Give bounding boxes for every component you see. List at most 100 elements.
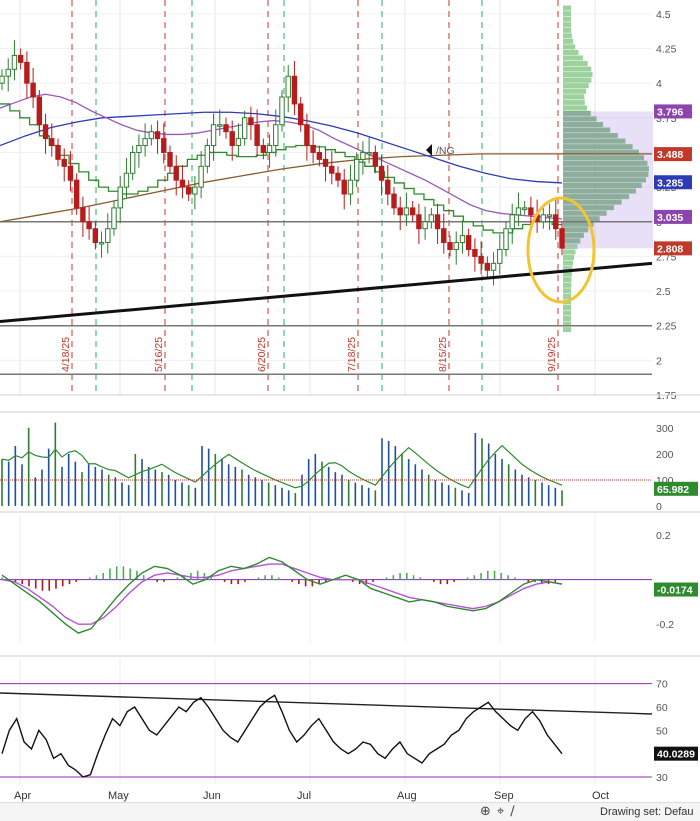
- chart-svg[interactable]: 4.54.2543.753.53.2532.752.52.2521.754/18…: [0, 0, 700, 802]
- price-badge: [654, 147, 692, 162]
- support-trendline: [0, 261, 653, 324]
- candle-body: [372, 151, 379, 167]
- candle-body: [397, 207, 403, 216]
- volume-profile-bar: [563, 22, 572, 28]
- candlesticks: [0, 40, 565, 286]
- candle-body: [528, 207, 534, 216]
- candle-body: [335, 172, 341, 181]
- tool-icons[interactable]: ⊕⌖∕: [480, 804, 521, 819]
- volume-profile-bar: [563, 271, 572, 277]
- volume-profile: [563, 5, 649, 333]
- price-tick-label: 2.5: [656, 286, 671, 298]
- footer-toolbar: ⊕⌖∕ Drawing set: Defau: [0, 802, 700, 821]
- volume-profile-bar: [563, 105, 588, 111]
- candle-body: [521, 207, 528, 210]
- candle-body: [167, 151, 173, 167]
- candle-body: [266, 145, 273, 153]
- month-axis-label: Jul: [297, 790, 311, 802]
- expiration-date-label: 8/15/25: [437, 337, 449, 372]
- macd-histogram: [1, 566, 557, 591]
- candle-body: [453, 242, 459, 250]
- candle-body: [61, 158, 67, 167]
- volume-badge-label: 65.982: [657, 484, 689, 496]
- candle-body: [291, 75, 298, 105]
- candle-body: [36, 96, 43, 126]
- price-badge: [654, 209, 692, 224]
- candle-body: [366, 151, 372, 155]
- rsi-trendline: [0, 692, 653, 715]
- rsi-tick-label: 60: [656, 702, 668, 714]
- volume-profile-bar: [563, 16, 572, 22]
- expiration-date-label: 4/18/25: [60, 337, 72, 372]
- price-tick-label: 4.25: [656, 44, 677, 56]
- candle-body: [459, 235, 466, 244]
- volume-profile-bar: [563, 249, 576, 255]
- pencil-icon[interactable]: ∕: [510, 804, 521, 819]
- rsi-tick-label: 70: [656, 679, 668, 691]
- price-badge-label: 3.488: [657, 149, 683, 161]
- candle-body: [11, 54, 18, 70]
- volume-profile-bar: [563, 11, 572, 17]
- candle-body: [241, 117, 248, 140]
- price-tick-label: 4.5: [656, 9, 671, 21]
- candle-body: [42, 124, 49, 140]
- volume-profile-bar: [563, 33, 572, 39]
- candle-body: [310, 145, 316, 153]
- candle-body: [472, 248, 478, 257]
- candle-body: [540, 214, 547, 223]
- candle-body: [86, 221, 92, 230]
- rsi-tick-label: 50: [656, 725, 668, 737]
- candle-body: [185, 186, 192, 195]
- volume-profile-bar: [563, 321, 572, 327]
- volume-profile-bar: [563, 188, 636, 194]
- candle-body: [503, 228, 509, 250]
- volume-profile-bar: [563, 277, 572, 283]
- volume-profile-bar: [563, 177, 646, 183]
- volume-profile-bar: [563, 38, 573, 44]
- zoom-icon[interactable]: ⊕: [480, 804, 497, 819]
- volume-profile-bar: [563, 182, 642, 188]
- drawing-set-label[interactable]: Drawing set: Defau: [600, 806, 694, 818]
- volume-profile-bar: [563, 149, 639, 155]
- volume-profile-bar: [563, 288, 572, 294]
- volume-profile-bar: [563, 216, 600, 222]
- expiration-date-label: 7/18/25: [346, 337, 358, 372]
- price-tick-label: 1.75: [656, 390, 677, 402]
- volume-bars: [1, 422, 563, 506]
- volume-average-line: [1, 444, 563, 489]
- month-axis-label: Jun: [203, 790, 221, 802]
- macd-line: [1, 556, 563, 634]
- volume-profile-bar: [563, 144, 633, 150]
- candle-body: [204, 145, 211, 167]
- candle-body: [416, 214, 422, 230]
- expiration-date-label: 5/16/25: [153, 337, 165, 372]
- candle-body: [235, 138, 242, 147]
- candle-body: [142, 138, 148, 147]
- volume-profile-bar: [563, 160, 648, 166]
- sma-brown-line: [0, 153, 562, 223]
- candle-body: [192, 186, 198, 195]
- volume-profile-bar: [563, 194, 630, 200]
- volume-badge: [654, 481, 698, 496]
- volume-profile-bar: [563, 243, 578, 249]
- candle-body: [447, 242, 453, 250]
- candle-body: [559, 228, 565, 249]
- volume-profile-bar: [563, 99, 585, 105]
- sma-green-step-line: [0, 103, 562, 234]
- candle-body: [105, 228, 111, 244]
- candle-body: [490, 262, 497, 271]
- candle-body: [341, 179, 347, 195]
- candle-body: [304, 124, 310, 147]
- crosshair-icon[interactable]: ⌖: [496, 804, 511, 819]
- expiration-date-label: 9/19/25: [546, 337, 558, 372]
- candle-body: [179, 179, 186, 188]
- volume-profile-bar: [563, 88, 586, 94]
- candle-body: [117, 186, 123, 209]
- volume-profile-bar: [563, 60, 588, 67]
- volume-profile-bar: [563, 327, 572, 333]
- volume-profile-bar: [563, 282, 572, 288]
- candle-body: [347, 179, 354, 195]
- volume-profile-bar: [563, 221, 594, 227]
- candle-body: [123, 172, 130, 188]
